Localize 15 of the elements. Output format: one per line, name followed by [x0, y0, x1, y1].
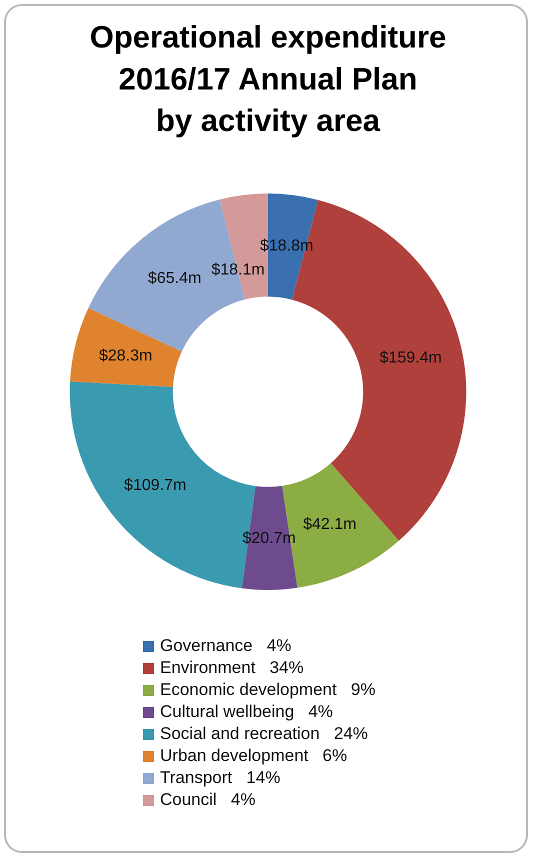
legend-label: Governance 4%	[160, 635, 292, 657]
chart-title: Operational expenditure 2016/17 Annual Plan by activity area	[90, 19, 446, 138]
data-label: $109.7m	[124, 476, 186, 494]
legend-label: Transport 14%	[160, 767, 280, 789]
data-label: $18.1m	[211, 262, 265, 279]
legend-label: Cultural wellbeing 4%	[160, 701, 333, 723]
data-label: $28.3m	[98, 348, 152, 365]
data-label: $42.1m	[303, 516, 356, 534]
data-label: $65.4m	[148, 270, 202, 288]
legend-label: Council 4%	[160, 789, 256, 811]
legend-label: Urban development 6%	[160, 745, 348, 767]
legend-label: Environment 34%	[160, 657, 304, 679]
legend-label: Social and recreation 24%	[160, 723, 368, 745]
data-label: $159.4m	[380, 349, 442, 366]
legend-label: Economic development 9%	[160, 679, 376, 701]
